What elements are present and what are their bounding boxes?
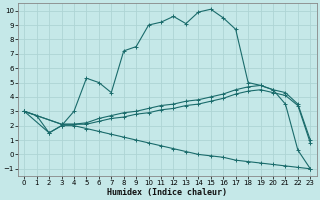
X-axis label: Humidex (Indice chaleur): Humidex (Indice chaleur): [107, 188, 227, 197]
